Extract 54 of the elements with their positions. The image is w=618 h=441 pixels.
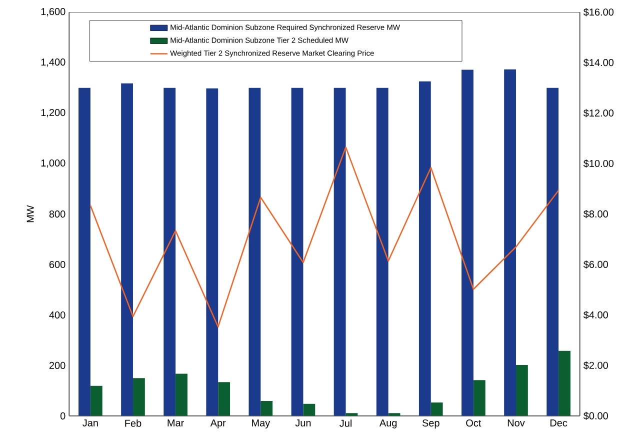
- bar: [430, 402, 443, 416]
- y2-tick-label: $6.00: [583, 260, 608, 269]
- bar: [206, 88, 218, 416]
- bar: [90, 386, 102, 416]
- bar: [334, 88, 346, 416]
- y-tick-label: 1,000: [41, 159, 66, 168]
- bar: [164, 88, 176, 416]
- y-tick-label: 600: [49, 260, 66, 268]
- bar: [303, 404, 316, 416]
- bar: [516, 364, 528, 416]
- x-tick-label: Jun: [295, 419, 311, 426]
- x-tick-label: Dec: [550, 419, 568, 426]
- bar: [473, 380, 486, 416]
- bar: [291, 88, 304, 416]
- bar: [418, 81, 431, 416]
- y-tick-label: 0: [60, 412, 66, 420]
- x-tick-label: Feb: [125, 419, 142, 427]
- x-tick-label: Oct: [466, 419, 482, 426]
- bar: [376, 88, 388, 416]
- y-tick-label: 1,200: [41, 108, 66, 118]
- y2-tick-label: $4.00: [583, 310, 608, 319]
- y2-tick-label: $16.00: [583, 8, 614, 16]
- x-tick-label: Aug: [379, 419, 397, 428]
- y-tick-label: 200: [49, 362, 66, 369]
- y2-tick-label: $12.00: [583, 109, 614, 118]
- x-tick-label: Jan: [82, 419, 98, 426]
- x-tick-label: May: [252, 419, 270, 428]
- x-tick-label: Nov: [508, 419, 525, 426]
- x-tick-label: Mar: [168, 419, 184, 426]
- y2-tick-label: $14.00: [583, 58, 614, 67]
- bar: [132, 378, 145, 416]
- y2-tick-label: $2.00: [583, 361, 608, 370]
- y-tick-label: 400: [49, 311, 66, 318]
- bar: [504, 69, 516, 416]
- y2-tick-label: $0.00: [583, 412, 608, 420]
- y2-tick-label: $10.00: [583, 159, 614, 168]
- y-tick-label: 800: [49, 210, 66, 218]
- bar: [78, 88, 90, 416]
- bar: [260, 400, 273, 416]
- x-tick-label: Sep: [422, 419, 440, 428]
- y-tick-label: 1,400: [41, 58, 66, 67]
- y2-tick-label: $8.00: [583, 210, 608, 218]
- y-axis-title: MW: [26, 205, 34, 222]
- bar: [176, 374, 188, 416]
- line-series: [90, 146, 560, 328]
- x-tick-label: Apr: [210, 419, 226, 428]
- x-tick-label: Jul: [340, 419, 352, 427]
- bar: [121, 83, 133, 416]
- bar: [218, 382, 230, 416]
- bar: [546, 88, 559, 416]
- y-tick-label: 1,600: [41, 8, 66, 16]
- bar: [558, 350, 570, 416]
- bar: [462, 70, 474, 416]
- bar: [248, 88, 261, 416]
